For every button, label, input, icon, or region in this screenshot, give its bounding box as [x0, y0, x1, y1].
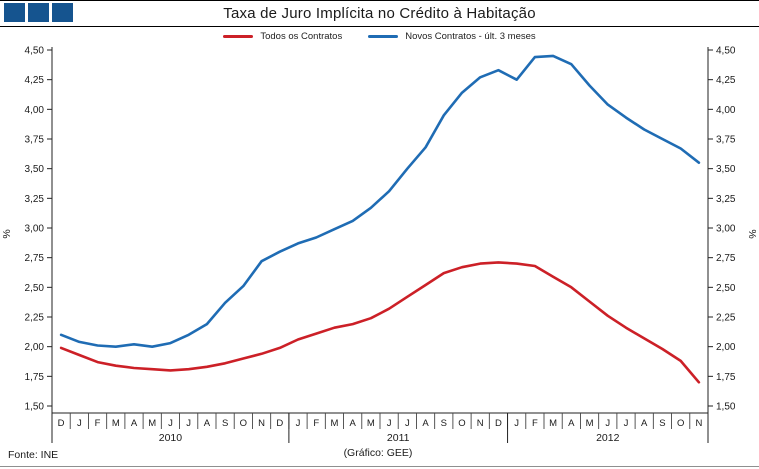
- credit-note: (Gráfico: GEE): [343, 447, 413, 459]
- legend-item-novos: Novos Contratos - últ. 3 meses: [368, 31, 536, 42]
- series-line-todos-contratos: [59, 261, 701, 384]
- y-tick-label-left: 2,00: [25, 342, 45, 353]
- year-label: 2010: [159, 432, 183, 444]
- month-label: D: [276, 418, 283, 429]
- y-axis-label-left: %: [1, 229, 13, 238]
- y-tick-label-right: 2,50: [716, 283, 736, 294]
- month-label: F: [313, 418, 319, 429]
- month-label: J: [387, 418, 392, 429]
- y-tick-label-right: 2,00: [716, 342, 736, 353]
- month-label: M: [330, 418, 338, 429]
- month-label: J: [624, 418, 629, 429]
- y-tick-label-left: 3,00: [25, 224, 45, 235]
- y-tick-label-left: 4,50: [25, 46, 45, 57]
- y-tick-label-right: 1,50: [716, 402, 736, 413]
- y-tick-label-right: 3,00: [716, 224, 736, 235]
- month-label: J: [605, 418, 610, 429]
- y-tick-label-left: 2,75: [25, 253, 45, 264]
- month-label: F: [532, 418, 538, 429]
- month-label: N: [258, 418, 265, 429]
- month-label: F: [95, 418, 101, 429]
- y-tick-label-left: 3,75: [25, 135, 45, 146]
- month-label: A: [568, 418, 575, 429]
- logo-square: [28, 3, 49, 22]
- month-label: M: [148, 418, 156, 429]
- month-label: N: [695, 418, 702, 429]
- legend-item-todos: Todos os Contratos: [223, 31, 342, 42]
- y-tick-label-right: 4,25: [716, 75, 736, 86]
- month-label: S: [441, 418, 447, 429]
- year-label: 2012: [596, 432, 620, 444]
- month-label: D: [58, 418, 65, 429]
- y-tick-label-left: 1,50: [25, 402, 45, 413]
- legend: Todos os Contratos Novos Contratos - últ…: [0, 31, 759, 42]
- chart-canvas: 1,50 1,50 1,75 1,75 2,00 2,00 2,25 2,25 2,50 2,50…: [1, 46, 758, 445]
- y-tick-label-right: 3,25: [716, 194, 736, 205]
- source-note: Fonte: INE: [8, 449, 59, 461]
- month-label: O: [458, 418, 465, 429]
- y-tick-label-left: 4,25: [25, 75, 45, 86]
- y-tick-label-right: 4,00: [716, 105, 736, 116]
- month-label: M: [586, 418, 594, 429]
- year-label: 2011: [387, 432, 410, 444]
- month-label: J: [77, 418, 82, 429]
- top-rule: [0, 0, 759, 1]
- month-label: S: [659, 418, 665, 429]
- y-tick-label-left: 2,25: [25, 313, 45, 324]
- logo: [4, 3, 73, 22]
- month-label: J: [186, 418, 191, 429]
- month-label: O: [240, 418, 247, 429]
- month-label: A: [422, 418, 429, 429]
- month-label: J: [296, 418, 301, 429]
- legend-label-todos: Todos os Contratos: [260, 31, 343, 42]
- y-tick-label-left: 3,50: [25, 164, 45, 175]
- month-label: J: [514, 418, 519, 429]
- month-label: O: [677, 418, 684, 429]
- month-label: J: [405, 418, 410, 429]
- bottom-rule: [0, 466, 759, 467]
- month-label: D: [495, 418, 502, 429]
- y-tick-label-right: 3,75: [716, 135, 736, 146]
- y-tick-label-right: 2,75: [716, 253, 736, 264]
- y-axis-label-right: %: [746, 229, 758, 238]
- month-label: M: [367, 418, 375, 429]
- month-label: N: [477, 418, 484, 429]
- month-label: M: [112, 418, 120, 429]
- month-label: J: [168, 418, 173, 429]
- month-label: A: [131, 418, 138, 429]
- chart-title: Taxa de Juro Implícita no Crédito à Habi…: [223, 5, 536, 22]
- y-tick-label-right: 4,50: [716, 46, 736, 57]
- y-tick-label-right: 3,50: [716, 164, 736, 175]
- y-tick-label-right: 2,25: [716, 313, 736, 324]
- legend-label-novos: Novos Contratos - últ. 3 meses: [405, 31, 536, 42]
- y-tick-label-left: 1,75: [25, 372, 45, 383]
- y-tick-label-right: 1,75: [716, 372, 736, 383]
- month-label: A: [641, 418, 648, 429]
- y-tick-label-left: 3,25: [25, 194, 45, 205]
- y-tick-label-left: 2,50: [25, 283, 45, 294]
- axes: [51, 47, 709, 414]
- y-tick-label-left: 4,00: [25, 105, 45, 116]
- series-line-novos-contratos: [59, 54, 701, 349]
- month-label: M: [549, 418, 557, 429]
- y-ticks: 1,50 1,50 1,75 1,75 2,00 2,00 2,25 2,25 2,50 2,50…: [25, 46, 736, 413]
- title-rule: [0, 26, 759, 27]
- month-label: A: [349, 418, 356, 429]
- month-label: S: [222, 418, 228, 429]
- x-axis-years: 2010 2011 2012: [51, 413, 709, 444]
- legend-swatch-red: [223, 35, 254, 38]
- logo-square: [52, 3, 73, 22]
- logo-square: [4, 3, 25, 22]
- legend-swatch-blue: [368, 35, 399, 38]
- month-label: A: [204, 418, 211, 429]
